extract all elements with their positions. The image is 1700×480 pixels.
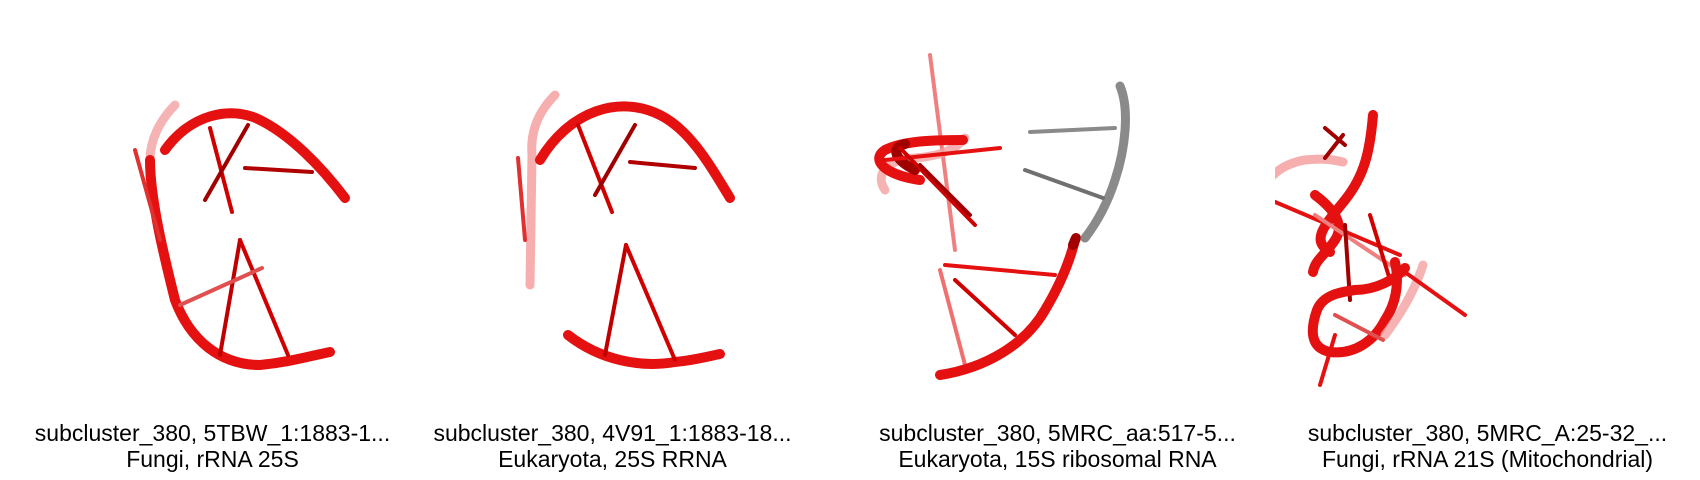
panel-title: subcluster_380, 5TBW_1:1883-1... (34, 420, 391, 446)
panel-subtitle: Eukaryota, 15S ribosomal RNA (898, 446, 1217, 472)
panel-title: subcluster_380, 5MRC_A:25-32_... (1307, 420, 1668, 446)
rna-structure-render-4 (1275, 110, 1467, 387)
structure-panel-3: subcluster_380, 5MRC_aa:517-5... Eukaryo… (845, 0, 1270, 480)
structure-panel-2: subcluster_380, 4V91_1:1883-18... Eukary… (400, 0, 825, 480)
structure-panel-1: subcluster_380, 5TBW_1:1883-1... Fungi, … (0, 0, 425, 480)
panel-subtitle: Fungi, rRNA 21S (Mitochondrial) (1321, 446, 1654, 472)
panel-title: subcluster_380, 4V91_1:1883-18... (433, 420, 792, 446)
panel-title: subcluster_380, 5MRC_aa:517-5... (879, 420, 1236, 446)
panel-subtitle: Eukaryota, 25S RRNA (498, 446, 727, 472)
rna-structure-render-2 (516, 90, 735, 369)
rna-structure-render-1 (133, 100, 350, 371)
structure-panel-4: subcluster_380, 5MRC_A:25-32_... Fungi, … (1275, 0, 1700, 480)
panel-subtitle: Fungi, rRNA 25S (126, 446, 299, 472)
rna-structure-render-3 (874, 53, 1130, 380)
